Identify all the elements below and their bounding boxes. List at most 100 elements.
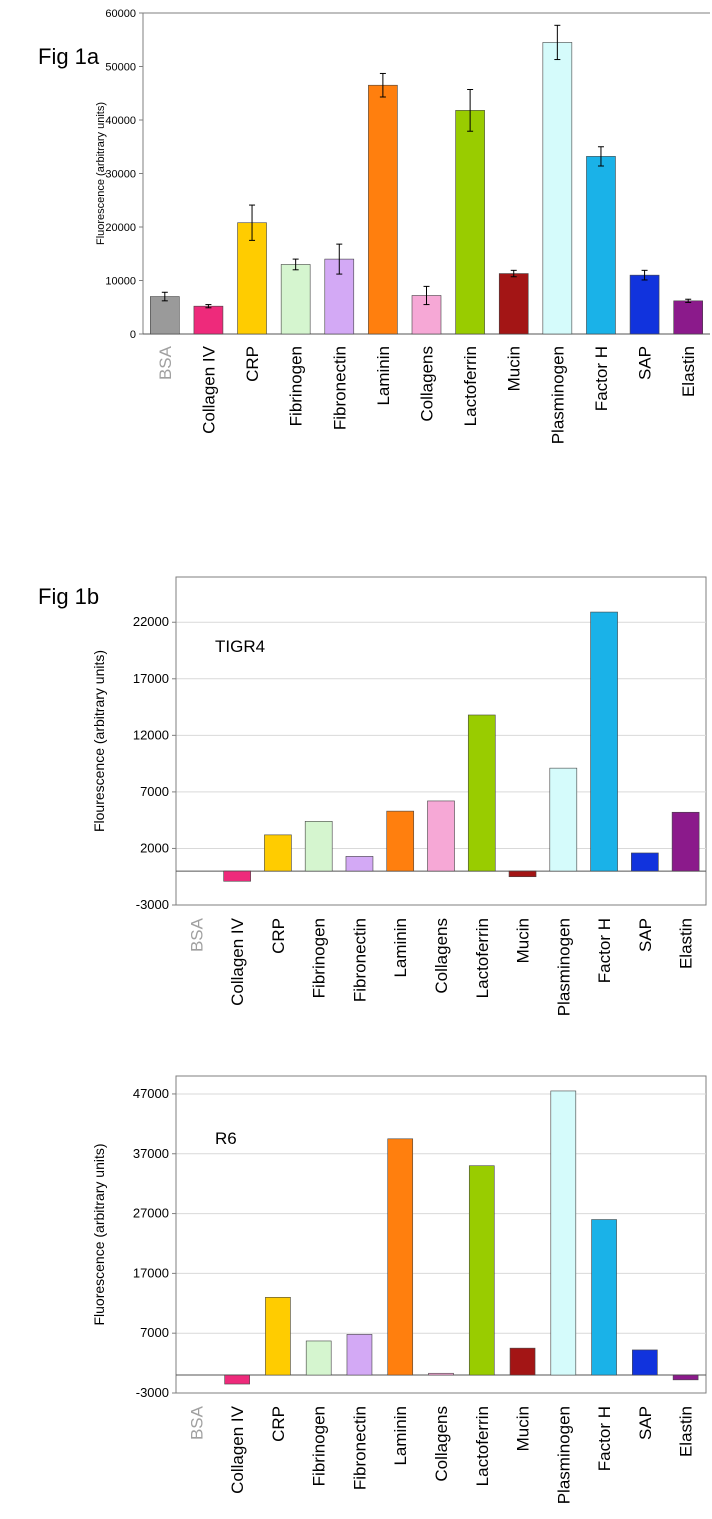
y-tick-label: 30000 [105, 169, 136, 181]
y-axis-label: Flourescence (arbitrary units) [91, 650, 107, 832]
category-label: Mucin [505, 346, 524, 391]
bar-lactoferrin [467, 714, 496, 872]
bar-bsa [150, 296, 180, 335]
chart-annotation: TIGR4 [215, 637, 265, 656]
y-tick-label: 12000 [133, 727, 169, 742]
y-tick-label: 50000 [105, 62, 136, 74]
y-tick-label: -3000 [136, 897, 169, 912]
y-tick-label: 22000 [133, 614, 169, 629]
bar-laminin [386, 810, 415, 872]
category-label: Fibrinogen [287, 346, 306, 426]
category-label: Laminin [391, 918, 410, 978]
category-label: Elastin [677, 918, 696, 969]
y-axis-label: Fluorescence (arbitrary units) [91, 1143, 107, 1325]
bar-plasminogen [549, 767, 578, 872]
category-label: Fibrinogen [310, 918, 329, 998]
bar-sap [629, 274, 660, 335]
category-label: CRP [243, 346, 262, 382]
category-label: Mucin [514, 918, 533, 963]
plot-frame [175, 1075, 707, 1394]
bar-fibrinogen [305, 1340, 332, 1376]
y-tick-label: 7000 [140, 1325, 169, 1340]
fig-1a-label: Fig 1a [38, 44, 100, 69]
bar-elastin [672, 1374, 699, 1381]
category-label: Laminin [391, 1406, 410, 1466]
category-label: Collagens [432, 1406, 451, 1482]
category-label: BSA [187, 1405, 206, 1440]
y-tick-label: 17000 [133, 671, 169, 686]
bar-mucin [498, 273, 529, 335]
bar-sap [632, 1349, 658, 1376]
category-label: CRP [269, 1406, 288, 1442]
y-tick-label: 0 [130, 329, 136, 341]
y-tick-label: 37000 [133, 1146, 169, 1161]
category-label: Fibrinogen [310, 1406, 329, 1486]
category-label: Lactoferrin [461, 346, 480, 426]
chart-3: -3000 7000 17000 27000 37000 47000 Fluorescenc… [91, 1075, 707, 1504]
y-tick-label: 40000 [105, 115, 136, 127]
bar-fibronectin [346, 1334, 373, 1376]
bar-laminin [387, 1138, 414, 1376]
category-label: SAP [636, 1406, 655, 1440]
category-label: BSA [156, 345, 175, 380]
category-label: Factor H [592, 346, 611, 411]
bar-lactoferrin [468, 1165, 495, 1376]
category-label: Collagens [432, 918, 451, 994]
y-tick-label: 20000 [105, 222, 136, 234]
bar-mucin [509, 1347, 536, 1376]
bar-crp [237, 222, 267, 335]
category-label: Mucin [514, 1406, 533, 1451]
bar-fibrinogen [304, 821, 333, 872]
bar-mucin [508, 870, 537, 878]
chart-1: 0 10000 20000 30000 40000 50000 60000 Fluoresce… [95, 8, 710, 444]
bar-elastin [673, 300, 703, 335]
y-axis-label: Fluorescence (arbitrary units) [95, 102, 107, 245]
bar-elastin [671, 811, 700, 872]
chart-annotation: R6 [215, 1129, 237, 1148]
y-tick-label: 60000 [105, 8, 136, 20]
y-tick-label: 10000 [105, 276, 136, 288]
y-tick-label: 27000 [133, 1206, 169, 1221]
bar-lactoferrin [455, 110, 485, 335]
category-label: Collagen IV [228, 1405, 247, 1494]
y-tick-label: 17000 [133, 1265, 169, 1280]
category-label: BSA [187, 917, 206, 952]
bar-crp [265, 1297, 291, 1376]
bar-collagens [427, 800, 455, 872]
category-label: Plasminogen [554, 1406, 573, 1504]
bar-laminin [368, 84, 398, 335]
bar-collagen-iv [224, 1374, 250, 1385]
bar-plasminogen [550, 1090, 577, 1376]
category-label: Plasminogen [548, 346, 567, 444]
y-tick-label: -3000 [136, 1385, 169, 1400]
bar-fibrinogen [280, 264, 311, 335]
category-label: Fibronectin [350, 918, 369, 1002]
bar-crp [264, 834, 292, 872]
bar-factor-h [591, 1219, 617, 1376]
bar-plasminogen [542, 42, 573, 335]
y-tick-label: 7000 [140, 784, 169, 799]
category-label: Factor H [595, 1406, 614, 1471]
bar-factor-h [586, 156, 616, 335]
category-label: Fibronectin [350, 1406, 369, 1490]
category-label: SAP [636, 346, 655, 380]
bar-factor-h [590, 611, 618, 872]
category-label: Lactoferrin [473, 918, 492, 998]
bar-collagen-iv [193, 305, 224, 335]
y-tick-label: 2000 [140, 840, 169, 855]
category-label: Elastin [679, 346, 698, 397]
fig-1b-label: Fig 1b [38, 584, 100, 609]
category-label: Collagen IV [228, 917, 247, 1006]
category-label: SAP [636, 918, 655, 952]
category-label: Lactoferrin [473, 1406, 492, 1486]
bar-fibronectin [345, 856, 374, 872]
category-label: Laminin [374, 346, 393, 406]
chart-2: -3000 2000 7000 12000 17000 22000 Flourescence… [91, 576, 707, 1016]
y-tick-label: 47000 [133, 1086, 169, 1101]
category-label: Collagens [418, 346, 437, 422]
category-label: Elastin [677, 1406, 696, 1457]
category-label: Plasminogen [554, 918, 573, 1016]
category-label: Factor H [595, 918, 614, 983]
bar-sap [631, 852, 659, 872]
